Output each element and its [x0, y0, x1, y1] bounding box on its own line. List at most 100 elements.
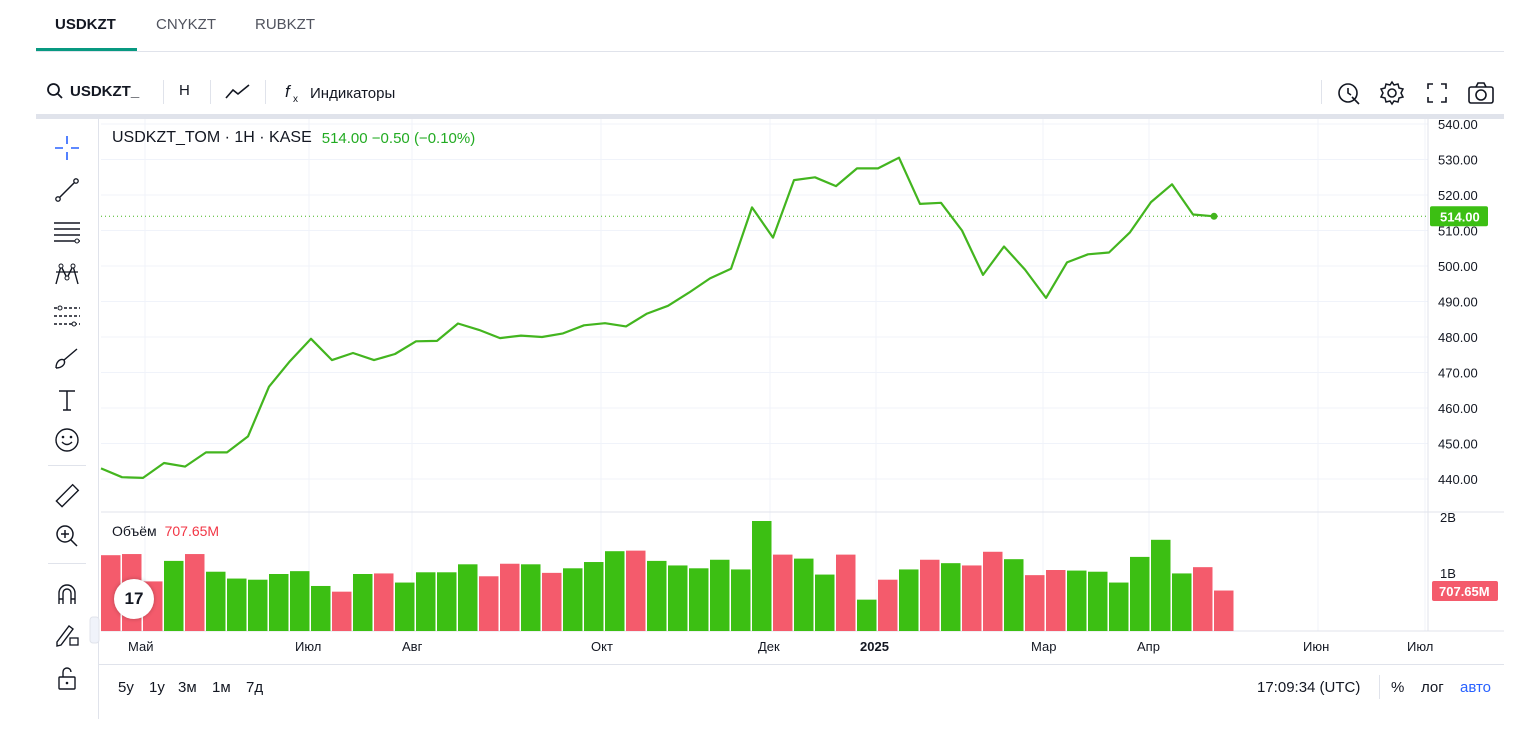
volume-bar: [1088, 571, 1108, 631]
chart-type-button[interactable]: [224, 82, 252, 102]
volume-bar: [164, 560, 184, 631]
interval-button[interactable]: Н: [179, 82, 190, 99]
volume-bar: [500, 563, 520, 631]
price-line: [100, 156, 1215, 479]
range-7d[interactable]: 7д: [246, 679, 264, 696]
lock-all-tool[interactable]: [50, 661, 84, 695]
settings-button[interactable]: [1379, 80, 1405, 106]
y-tick-label: 460.00: [1438, 401, 1478, 416]
collapse-handle: [89, 616, 100, 644]
bottom-divider: [1379, 675, 1380, 699]
x-tick-label: Июн: [1303, 639, 1329, 654]
chart-legend: USDKZT_TOM · 1Н · KASE 514.00 −0.50 (−0.…: [112, 129, 475, 147]
volume-bar: [1172, 573, 1192, 631]
indicators-label: Индикаторы: [310, 84, 396, 102]
measure-tool[interactable]: [50, 479, 84, 513]
forecast-icon: [54, 305, 80, 327]
snapshot-button[interactable]: [1467, 80, 1495, 106]
fib-tool[interactable]: [50, 215, 84, 249]
volume-bar: [395, 582, 415, 631]
fib-retracement-icon: [54, 222, 80, 244]
emoji-tool[interactable]: [50, 423, 84, 457]
range-3m[interactable]: 3м: [178, 679, 197, 696]
trend-line-icon: [55, 178, 79, 202]
toolbar-divider: [1321, 80, 1322, 104]
interval-label: Н: [179, 82, 190, 99]
replay-button[interactable]: [1336, 80, 1362, 106]
x-tick-label: Окт: [591, 639, 613, 654]
symbol-search-button[interactable]: USDKZT_: [46, 82, 139, 100]
percent-scale-toggle[interactable]: %: [1391, 679, 1405, 696]
y-tick-label: 440.00: [1438, 472, 1478, 487]
text-icon: [59, 390, 75, 411]
logo-text: 17: [124, 589, 144, 608]
legend-last: 514.00: [321, 129, 368, 147]
volume-bar: [248, 579, 268, 631]
volume-bar: [1025, 575, 1045, 631]
volume-bar: [794, 558, 814, 631]
clock-time[interactable]: 17:09:34 (UTC): [1257, 679, 1361, 696]
range-1m[interactable]: 1м: [212, 679, 231, 696]
fullscreen-button[interactable]: [1424, 80, 1450, 106]
x-tick-label: Мар: [1031, 639, 1056, 654]
pencil-lock-icon: [56, 625, 79, 647]
volume-bar: [941, 563, 961, 631]
volume-bar: [353, 574, 373, 631]
gear-icon: [1379, 80, 1405, 106]
lock-drawing-tool[interactable]: [50, 617, 84, 651]
volume-bar: [815, 574, 835, 631]
tab-usdkzt[interactable]: USDKZT: [55, 16, 116, 33]
volume-bar: [668, 565, 688, 631]
pattern-tool[interactable]: [50, 257, 84, 291]
volume-bar: [437, 572, 457, 631]
unlock-icon: [58, 667, 76, 690]
tab-rubkzt[interactable]: RUBKZT: [255, 16, 315, 33]
auto-scale-toggle[interactable]: авто: [1460, 679, 1492, 696]
range-1y[interactable]: 1у: [149, 679, 165, 696]
volume-tick-label: 1B: [1440, 566, 1456, 581]
log-scale-toggle[interactable]: лог: [1421, 679, 1444, 696]
text-tool[interactable]: [50, 383, 84, 417]
y-tick-label: 540.00: [1438, 117, 1478, 132]
volume-bar: [773, 554, 793, 631]
crosshair-tool[interactable]: [50, 131, 84, 165]
legend-title: USDKZT_TOM · 1Н · KASE: [112, 129, 312, 146]
range-5y[interactable]: 5у: [118, 679, 134, 696]
x-tick-label: Июл: [295, 639, 321, 654]
volume-label-box: [1432, 581, 1498, 601]
y-tick-label: 490.00: [1438, 295, 1478, 310]
toolbar-divider: [163, 80, 164, 104]
volume-bar: [1109, 582, 1129, 631]
search-icon: [47, 83, 63, 99]
legend-values: 514.00 −0.50 (−0.10%): [322, 130, 476, 147]
y-tick-label: 470.00: [1438, 366, 1478, 381]
zoom-tool[interactable]: [50, 519, 84, 553]
volume-bar: [563, 568, 583, 631]
volume-bar: [311, 585, 331, 631]
volume-bar: [584, 562, 604, 631]
drawing-toolbar: [36, 119, 99, 719]
price-label: 514.00: [1440, 209, 1480, 224]
tradingview-logo[interactable]: 17: [114, 579, 154, 619]
trend-line-tool[interactable]: [50, 173, 84, 207]
last-price-dot: [1210, 212, 1218, 220]
camera-icon: [1468, 82, 1494, 104]
tab-cnykzt[interactable]: CNYKZT: [156, 16, 216, 33]
volume-bar: [626, 550, 646, 631]
svg-text:x: x: [293, 94, 298, 104]
volume-bar: [269, 574, 289, 631]
brush-tool[interactable]: [50, 341, 84, 375]
volume-bar: [332, 591, 352, 631]
forecast-tool[interactable]: [50, 299, 84, 333]
legend-change: −0.50: [371, 129, 410, 147]
volume-bar: [647, 560, 667, 631]
magnet-tool[interactable]: [50, 577, 84, 611]
y-tick-label: 520.00: [1438, 188, 1478, 203]
volume-bar: [1193, 567, 1213, 631]
fullscreen-icon: [1427, 83, 1447, 103]
pattern-icon: [55, 263, 79, 285]
smiley-icon: [55, 428, 79, 452]
